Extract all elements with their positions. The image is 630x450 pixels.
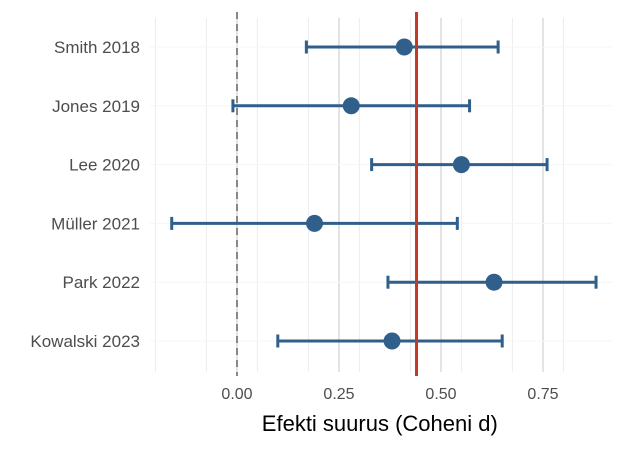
- effect-point: [485, 273, 503, 291]
- effect-point: [395, 38, 413, 56]
- study-labels: Smith 2018 Jones 2019 Lee 2020 Müller 2021 P…: [30, 38, 140, 351]
- study-label: Park 2022: [63, 273, 141, 292]
- study-label: Jones 2019: [52, 97, 140, 116]
- study-marks: [170, 38, 598, 350]
- x-axis-title: Efekti suurus (Coheni d): [262, 411, 498, 436]
- effect-point: [306, 214, 324, 232]
- x-tick-label: 0.25: [323, 386, 354, 403]
- study-label: Lee 2020: [69, 156, 140, 175]
- grid-lines: [150, 18, 612, 372]
- study-label: Kowalski 2023: [30, 332, 140, 351]
- x-tick-label: 0.75: [527, 386, 558, 403]
- effect-point: [452, 156, 470, 174]
- study-label: Müller 2021: [51, 214, 140, 233]
- x-tick-label: 0.00: [221, 386, 252, 403]
- effect-point: [383, 332, 401, 350]
- x-tick-labels: 0.00 0.25 0.50 0.75: [221, 386, 558, 403]
- study-label: Smith 2018: [54, 38, 140, 57]
- effect-point: [342, 97, 360, 115]
- x-tick-label: 0.50: [425, 386, 456, 403]
